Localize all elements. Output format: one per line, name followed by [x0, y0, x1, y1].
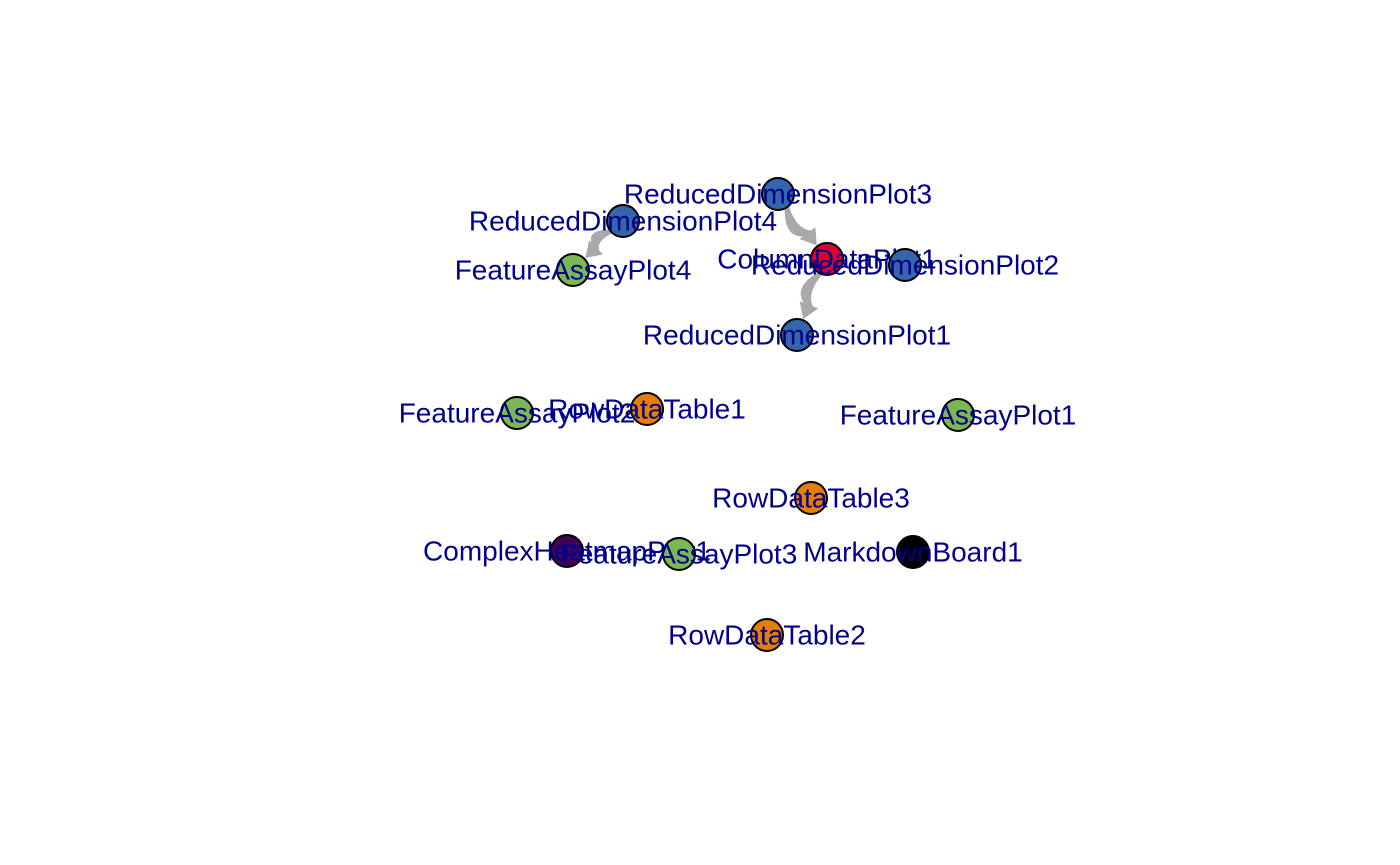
node-label: RowDataTable2 — [668, 620, 866, 651]
edge-ReducedDimensionPlot3-to-ColumnDataPlot1 — [784, 203, 817, 246]
node-label: RowDataTable3 — [712, 483, 910, 514]
node-label: RowDataTable1 — [548, 394, 746, 425]
node-label: ReducedDimensionPlot4 — [469, 206, 777, 237]
node-circle — [662, 537, 696, 571]
node-label: FeatureAssayPlot3 — [561, 539, 798, 570]
node-circle — [810, 242, 844, 276]
node-label: FeatureAssayPlot4 — [455, 255, 692, 286]
node-circle — [750, 618, 784, 652]
node-circle — [896, 535, 930, 569]
node-circle — [630, 392, 664, 426]
node-label: ReducedDimensionPlot3 — [624, 179, 932, 210]
node-label: ReducedDimensionPlot1 — [643, 320, 951, 351]
node-circle — [780, 318, 814, 352]
node-MarkdownBoard1: MarkdownBoard1 — [803, 535, 1023, 569]
node-circle — [888, 248, 922, 282]
node-circle — [941, 398, 975, 432]
node-ReducedDimensionPlot4: ReducedDimensionPlot4 — [469, 204, 777, 238]
node-circle — [550, 534, 584, 568]
node-RowDataTable2: RowDataTable2 — [668, 618, 866, 652]
node-circle — [606, 204, 640, 238]
node-RowDataTable1: RowDataTable1 — [548, 392, 746, 426]
node-FeatureAssayPlot4: FeatureAssayPlot4 — [455, 253, 692, 287]
nodes-layer: ReducedDimensionPlot3ReducedDimensionPlo… — [399, 177, 1077, 652]
node-circle — [794, 481, 828, 515]
node-label: ReducedDimensionPlot2 — [751, 250, 1059, 281]
node-FeatureAssayPlot3: FeatureAssayPlot3 — [561, 537, 798, 571]
node-FeatureAssayPlot2: FeatureAssayPlot2 — [399, 396, 636, 430]
edge-ReducedDimensionPlot4-to-FeatureAssayPlot4 — [585, 229, 615, 259]
node-label: FeatureAssayPlot2 — [399, 398, 636, 429]
node-FeatureAssayPlot1: FeatureAssayPlot1 — [840, 398, 1077, 432]
node-RowDataTable3: RowDataTable3 — [712, 481, 910, 515]
node-ReducedDimensionPlot2: ReducedDimensionPlot2 — [751, 248, 1059, 282]
edge-ColumnDataPlot1-to-ReducedDimensionPlot1 — [799, 270, 825, 320]
edges-layer — [585, 203, 825, 320]
node-label: FeatureAssayPlot1 — [840, 400, 1077, 431]
node-circle — [761, 177, 795, 211]
node-ReducedDimensionPlot1: ReducedDimensionPlot1 — [643, 318, 951, 352]
node-ReducedDimensionPlot3: ReducedDimensionPlot3 — [624, 177, 932, 211]
node-circle — [500, 396, 534, 430]
node-label: MarkdownBoard1 — [803, 537, 1022, 568]
node-circle — [556, 253, 590, 287]
